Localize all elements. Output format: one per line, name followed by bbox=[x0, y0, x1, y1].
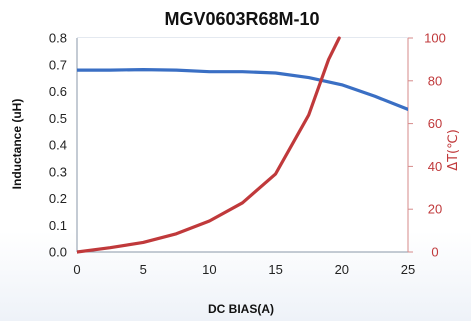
x-tick-label: 0 bbox=[73, 262, 80, 277]
y2-tick-label: 80 bbox=[428, 73, 442, 88]
plot-frame bbox=[76, 38, 409, 253]
series-group bbox=[77, 36, 408, 254]
y2-tick-label: 20 bbox=[428, 202, 442, 217]
x-tick-label: 10 bbox=[202, 262, 216, 277]
y-axis-left: 0.0 0.1 0.2 0.3 0.4 0.5 0.6 0.7 0.8 bbox=[49, 31, 67, 260]
x-tick-label: 15 bbox=[268, 262, 282, 277]
y-tick-label: 0.8 bbox=[49, 31, 67, 46]
y2-tick-label: 40 bbox=[428, 159, 442, 174]
x-tick-label: 5 bbox=[140, 262, 147, 277]
plot-area bbox=[77, 38, 408, 252]
y-tick-label: 0.2 bbox=[49, 191, 67, 206]
x-tick-label: 20 bbox=[335, 262, 349, 277]
y-tick-label: 0.3 bbox=[49, 164, 67, 179]
y2-tick-label: 60 bbox=[428, 116, 442, 131]
y-axis-right: 0 20 40 60 80 100 bbox=[408, 31, 446, 260]
y-axis-label: Inductance (uH) bbox=[10, 99, 24, 190]
series-line-temperature bbox=[77, 36, 341, 254]
y-tick-label: 0.4 bbox=[49, 138, 67, 153]
y-tick-label: 0.0 bbox=[49, 245, 67, 260]
y-tick-label: 0.5 bbox=[49, 111, 67, 126]
y2-tick-label: 100 bbox=[424, 31, 446, 46]
x-tick-label: 25 bbox=[401, 262, 415, 277]
y-tick-label: 0.7 bbox=[49, 57, 67, 72]
series-line-inductance bbox=[77, 67, 408, 112]
chart-title: MGV0603R68M-10 bbox=[164, 9, 319, 29]
x-axis-label: DC BIAS(A) bbox=[208, 302, 274, 316]
y2-tick-label: 0 bbox=[431, 245, 438, 260]
y2-axis-label: ΔT(℃) bbox=[446, 129, 461, 171]
x-axis: 0 5 10 15 20 25 bbox=[73, 262, 415, 277]
y-tick-label: 0.6 bbox=[49, 84, 67, 99]
y-tick-label: 0.1 bbox=[49, 218, 67, 233]
